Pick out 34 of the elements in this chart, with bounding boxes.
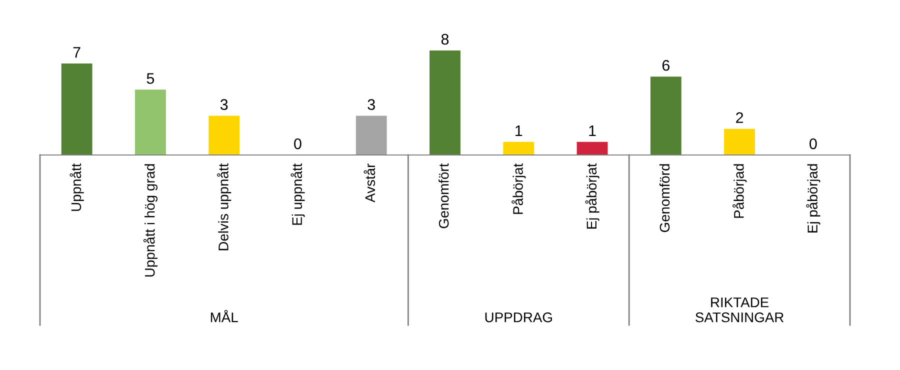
data-label: 8 xyxy=(441,34,449,45)
x-tick-label: Uppnått xyxy=(70,163,84,211)
bar xyxy=(208,116,240,155)
x-tick-label: Ej påbörjad xyxy=(806,164,820,232)
data-label: 3 xyxy=(368,99,375,110)
x-tick-label: Genomförd xyxy=(659,164,670,232)
bar xyxy=(724,128,756,155)
text: MÅL xyxy=(210,310,238,322)
x-tick-label: Avstår xyxy=(364,164,376,202)
x-tick-label: Uppnått i hög grad xyxy=(143,164,158,277)
text: UPPDRAG xyxy=(485,312,552,322)
bar xyxy=(134,90,166,155)
x-tick-label: Ej uppnått xyxy=(290,163,305,225)
x-tick-label: Påbörjad xyxy=(732,164,747,218)
bar xyxy=(430,50,460,155)
data-label: 1 xyxy=(589,125,596,136)
data-label: 0 xyxy=(810,138,817,150)
data-label: 1 xyxy=(516,125,522,136)
x-tick-label: Påbörjat xyxy=(512,163,526,214)
data-label: 6 xyxy=(662,60,670,71)
x-tick-label: Genomfört xyxy=(438,163,449,228)
data-label: 0 xyxy=(294,138,302,150)
text: RIKTADE SATSNINGAR xyxy=(696,298,784,322)
bar xyxy=(650,76,682,155)
data-label: 5 xyxy=(146,73,154,84)
bar xyxy=(356,116,387,155)
bar xyxy=(503,142,534,155)
bar xyxy=(61,64,92,155)
bar xyxy=(576,142,608,155)
data-label: 7 xyxy=(73,47,80,58)
data-label: 2 xyxy=(736,112,744,123)
x-tick-label: Ej påbörjat xyxy=(585,163,600,229)
data-label: 3 xyxy=(220,99,228,110)
x-tick-label: Delvis uppnått xyxy=(217,163,232,250)
